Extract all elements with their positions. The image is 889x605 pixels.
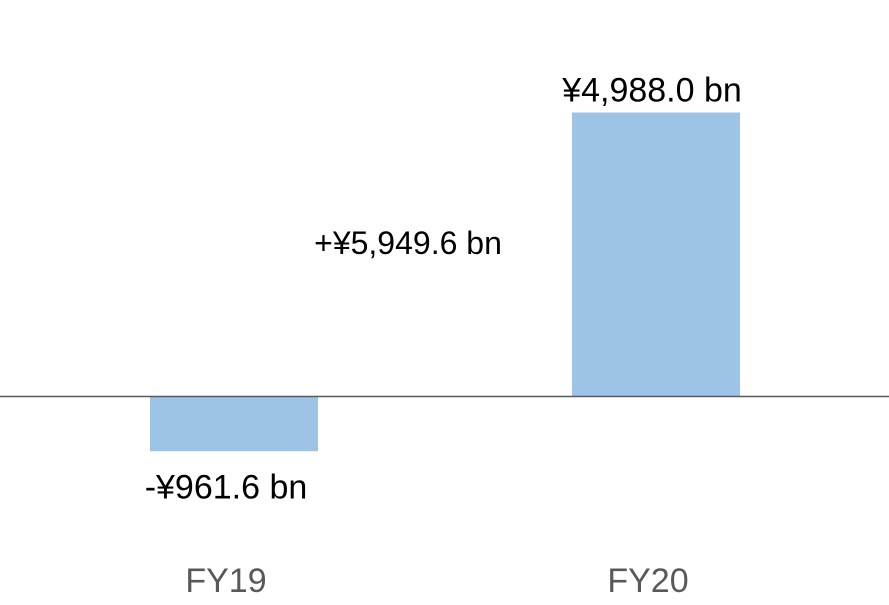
bar-fy19 (150, 396, 318, 452)
bars-layer (150, 112, 740, 452)
data-label-fy19: -¥961.6 bn (145, 468, 308, 506)
labels-layer: -¥961.6 bn FY19 ¥4,988.0 bn FY20 (145, 72, 742, 601)
bar-fy20 (572, 112, 740, 397)
data-label-fy20: ¥4,988.0 bn (561, 72, 742, 110)
category-label-fy19: FY19 (185, 562, 266, 600)
category-label-fy20: FY20 (607, 562, 688, 600)
change-annotation: +¥5,949.6 bn (314, 225, 502, 261)
